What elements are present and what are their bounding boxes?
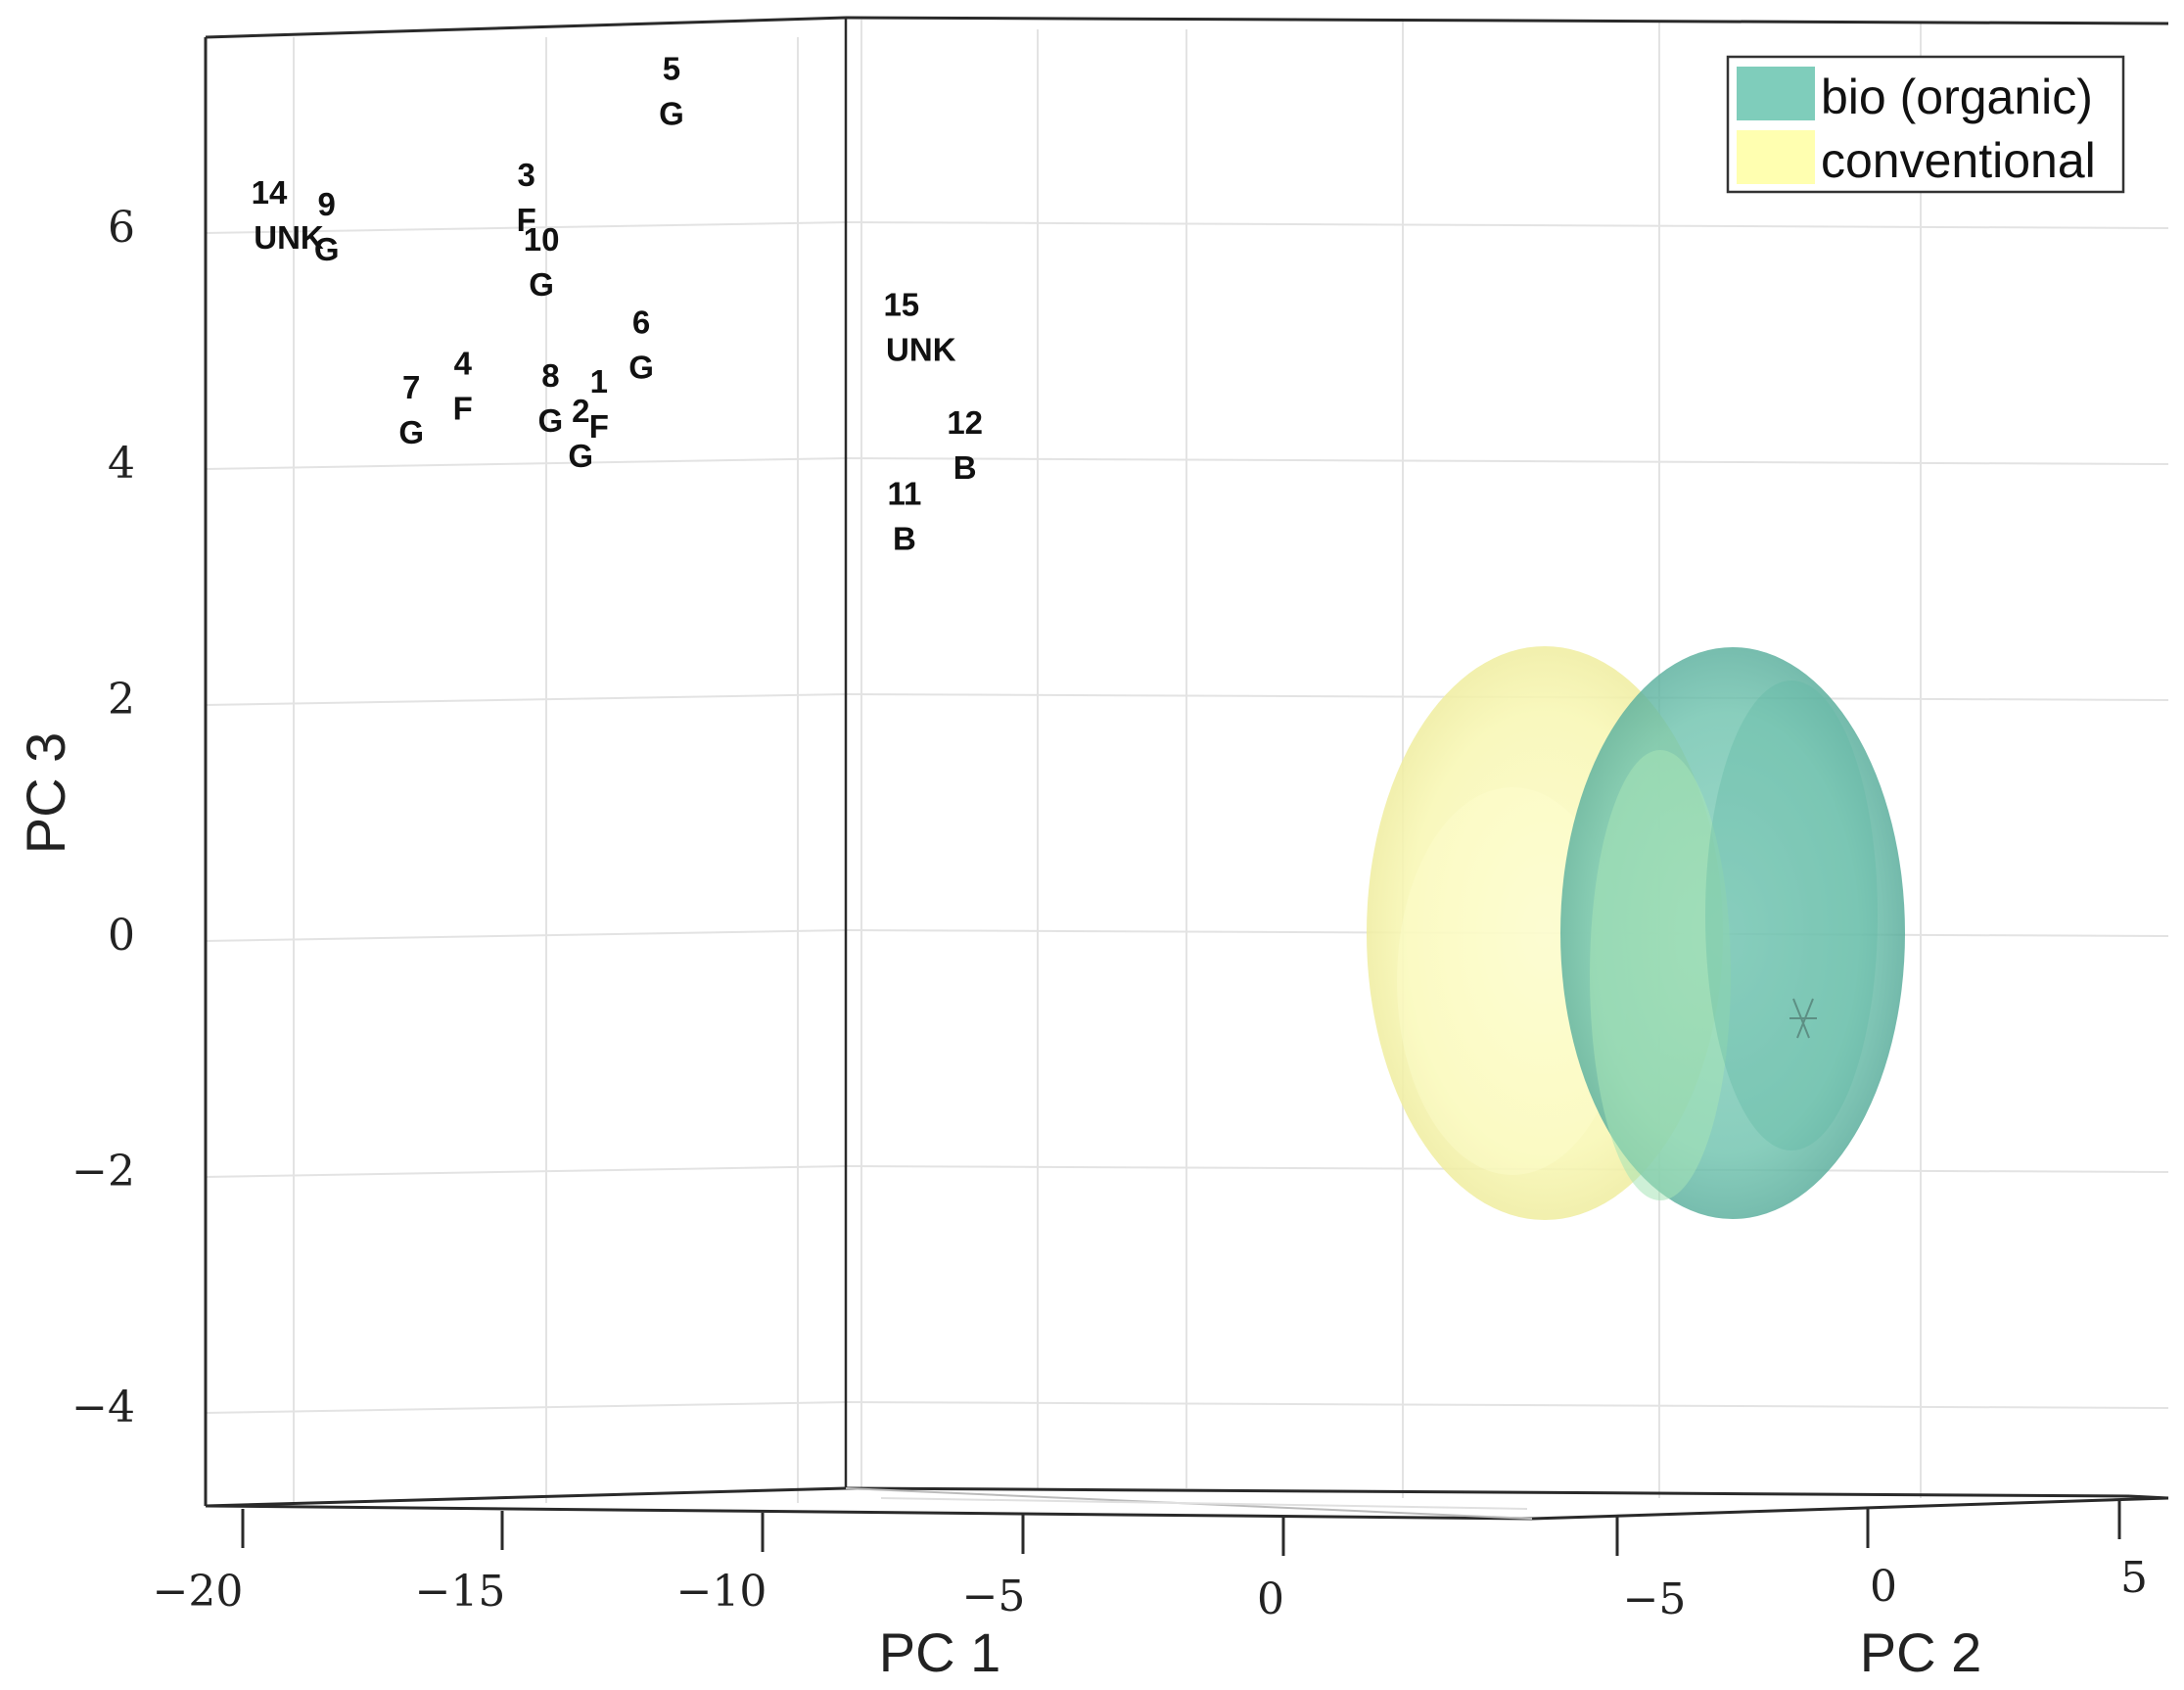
point-id-label: 6 bbox=[632, 305, 650, 341]
point-id-label: 7 bbox=[402, 369, 420, 405]
cluster-ellipsoids bbox=[1367, 646, 1905, 1220]
legend-label-conventional: conventional bbox=[1821, 133, 2096, 188]
legend-swatch-bio bbox=[1737, 67, 1815, 120]
sample-point: 8G bbox=[538, 357, 564, 439]
sample-point: 6G bbox=[628, 305, 654, 386]
pc2-tick-labels: −5 0 5 bbox=[1623, 1553, 2148, 1624]
ellipsoid-bio-organic bbox=[1560, 647, 1905, 1219]
y-axis-label: PC 2 bbox=[1860, 1621, 1982, 1683]
point-id-label: 14 bbox=[252, 174, 288, 211]
point-class-label: F bbox=[453, 391, 473, 427]
point-class-label: G bbox=[659, 95, 684, 131]
point-class-label: G bbox=[529, 266, 554, 303]
sample-point: 4F bbox=[453, 346, 473, 427]
point-class-label: B bbox=[893, 520, 916, 556]
x-axis-label: PC 1 bbox=[879, 1621, 1001, 1683]
point-id-label: 10 bbox=[524, 221, 560, 258]
point-id-label: 3 bbox=[517, 157, 534, 193]
point-class-label: UNK bbox=[886, 331, 956, 367]
sample-point: 14 UNK bbox=[252, 174, 324, 256]
z-tick-label: 4 bbox=[108, 439, 135, 489]
sample-point: 15 UNK bbox=[883, 286, 955, 367]
point-id-label: 11 bbox=[887, 475, 921, 511]
x-tick-label: −5 bbox=[962, 1572, 1026, 1621]
point-id-label: 4 bbox=[454, 346, 473, 382]
sample-point: 11 B bbox=[887, 475, 921, 556]
point-class-label: UNK bbox=[254, 219, 324, 256]
z-tick-label: 0 bbox=[108, 911, 135, 961]
y-tick-label: 0 bbox=[1870, 1562, 1897, 1612]
sample-point: 3F bbox=[517, 157, 536, 238]
point-class-label: B bbox=[953, 449, 977, 486]
z-tick-label: −2 bbox=[71, 1147, 135, 1197]
point-id-label: 1 bbox=[590, 363, 608, 399]
sample-point: 9G bbox=[314, 186, 340, 267]
centroid-marker-icon bbox=[1789, 998, 1817, 1039]
point-class-label: G bbox=[628, 350, 654, 386]
point-class-label: F bbox=[517, 202, 536, 238]
sample-point: 12 B bbox=[947, 404, 983, 486]
point-id-label: 8 bbox=[541, 357, 559, 394]
z-tick-label: −4 bbox=[71, 1383, 135, 1432]
pc3-tick-labels: 6 4 2 0 −2 −4 bbox=[71, 203, 135, 1432]
point-id-label: 12 bbox=[947, 404, 983, 441]
x-tick-label: 0 bbox=[1257, 1574, 1284, 1624]
grid-lines bbox=[205, 20, 2169, 1503]
point-class-label: G bbox=[568, 438, 593, 474]
sample-point: 7G bbox=[398, 369, 424, 450]
axes-box bbox=[204, 16, 2169, 1556]
x-tick-label: −20 bbox=[153, 1567, 244, 1617]
point-id-label: 5 bbox=[663, 50, 680, 86]
point-class-label: G bbox=[314, 231, 340, 267]
legend-label-bio: bio (organic) bbox=[1821, 70, 2093, 124]
sample-point: 10 G bbox=[524, 221, 560, 303]
sample-point: 5G bbox=[659, 50, 684, 131]
z-tick-label: 6 bbox=[108, 203, 135, 253]
point-class-label: F bbox=[589, 408, 609, 445]
y-tick-label: −5 bbox=[1623, 1574, 1687, 1624]
point-class-label: G bbox=[538, 402, 564, 439]
pc1-tick-labels: −20 −15 −10 −5 0 bbox=[153, 1567, 1284, 1624]
z-axis-label: PC 3 bbox=[15, 732, 76, 855]
x-tick-label: −10 bbox=[676, 1567, 767, 1617]
sample-point: 2G bbox=[568, 393, 593, 474]
legend-swatch-conventional bbox=[1737, 130, 1815, 184]
point-class-label: G bbox=[398, 414, 424, 450]
z-tick-label: 2 bbox=[108, 675, 135, 725]
sample-point: 1F bbox=[589, 363, 609, 445]
legend: bio (organic) conventional bbox=[1726, 55, 2125, 194]
y-tick-label: 5 bbox=[2120, 1553, 2148, 1603]
point-id-label: 2 bbox=[572, 393, 589, 429]
point-id-label: 9 bbox=[318, 186, 336, 222]
point-id-label: 15 bbox=[883, 286, 919, 322]
x-tick-label: −15 bbox=[415, 1567, 506, 1617]
